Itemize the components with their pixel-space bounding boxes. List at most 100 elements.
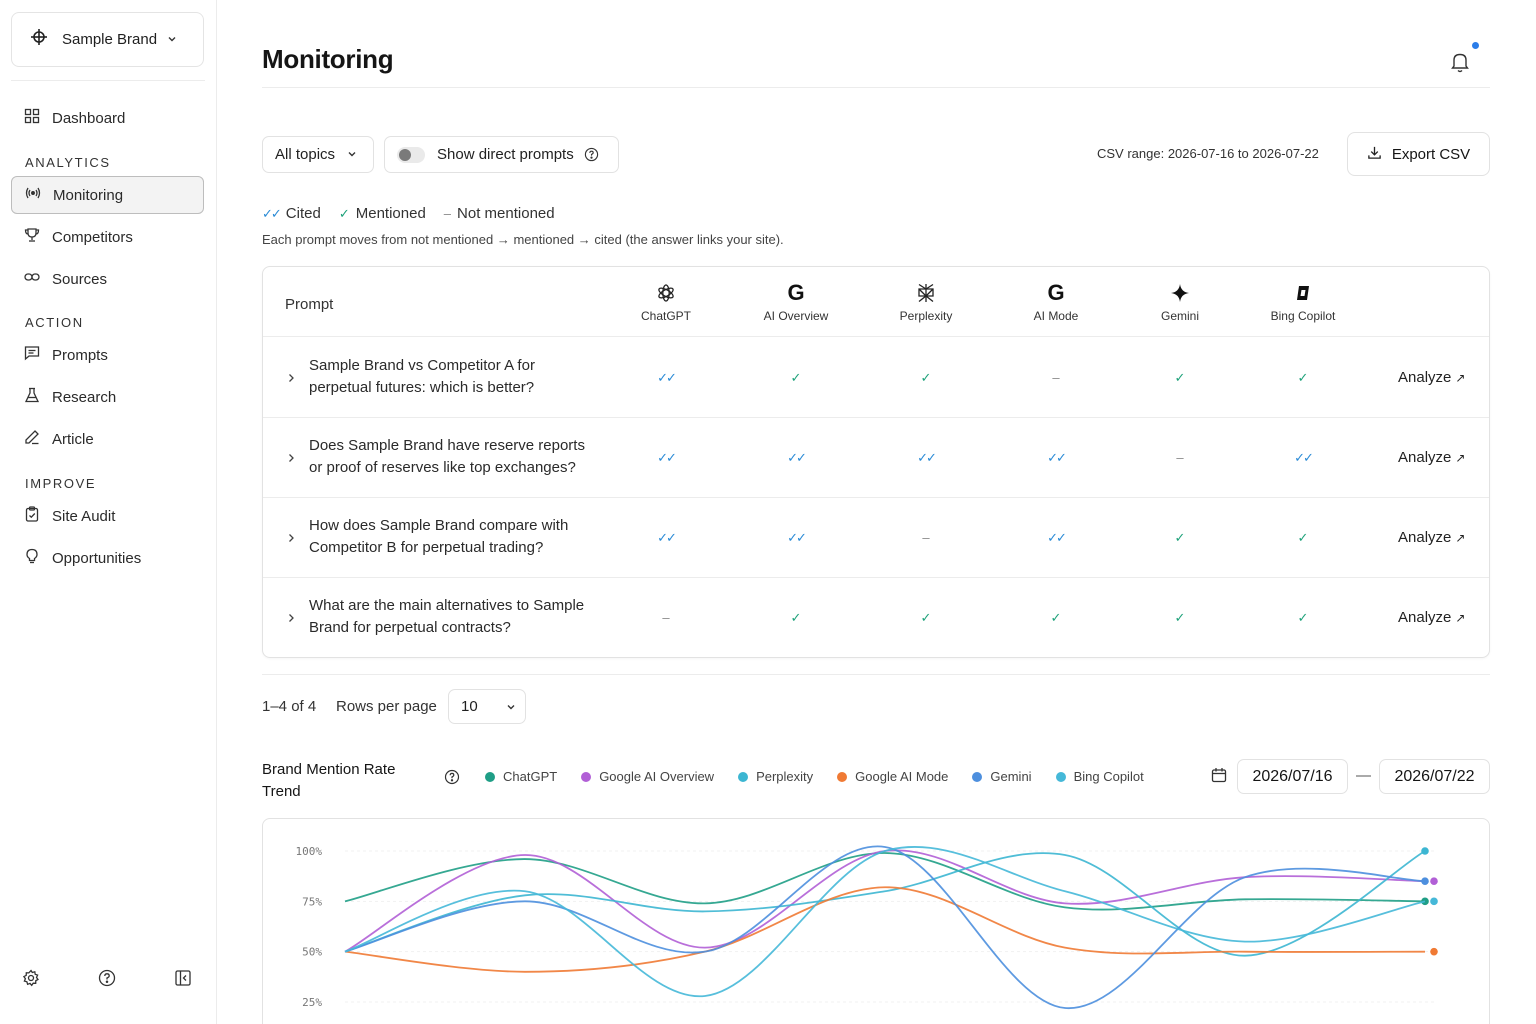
analyze-link[interactable]: Analyze ↗ (1398, 449, 1465, 466)
analyze-link[interactable]: Analyze ↗ (1398, 529, 1465, 546)
date-to-input[interactable]: 2026/07/22 (1379, 759, 1490, 794)
sidebar-item-label: Site Audit (52, 507, 116, 525)
perplexity-icon (871, 281, 981, 305)
prompt-text: Does Sample Brand have reserve reports or… (309, 435, 619, 479)
sidebar-item-competitors[interactable]: Competitors (11, 218, 204, 256)
table-row[interactable]: Does Sample Brand have reserve reports or… (263, 418, 1489, 498)
chevron-right-icon[interactable] (285, 451, 297, 463)
chevron-right-icon[interactable] (285, 611, 297, 623)
trophy-icon (24, 227, 40, 247)
direct-prompts-toggle[interactable]: Show direct prompts (384, 136, 619, 173)
sidebar: Sample Brand Dashboard ANALYTICS Monitor… (0, 0, 217, 1024)
sidebar-divider (11, 80, 205, 81)
status-legend: ✓✓ Cited ✓ Mentioned – Not mentioned (262, 205, 573, 222)
series-line-bing-copilot[interactable] (344, 846, 1426, 997)
sidebar-item-opportunities[interactable]: Opportunities (11, 539, 204, 577)
series-end-point[interactable] (1421, 877, 1429, 885)
engine-name: Gemini (1160, 309, 1199, 323)
table-header: Prompt ChatGPT G AI Overview Perplexity … (263, 267, 1489, 337)
sidebar-item-monitoring[interactable]: Monitoring (11, 176, 204, 214)
legend-mentioned-label: Mentioned (355, 205, 426, 222)
analyze-link[interactable]: Analyze ↗ (1398, 369, 1465, 386)
status-help-text: Each prompt moves from not mentioned → m… (262, 232, 784, 247)
series-end-point[interactable] (1421, 847, 1429, 855)
sidebar-item-dashboard[interactable]: Dashboard (11, 99, 204, 137)
legend-dot (738, 771, 749, 782)
collapse-sidebar-icon[interactable] (173, 966, 193, 990)
status-mentioned-icon: ✓ (790, 370, 802, 385)
analyze-link[interactable]: Analyze ↗ (1398, 609, 1465, 626)
series-line-perplexity[interactable] (344, 850, 1426, 957)
engine-name: ChatGPT (640, 309, 691, 323)
sidebar-item-label: Competitors (52, 228, 133, 246)
help-circle-icon[interactable] (97, 966, 117, 990)
sidebar-item-article[interactable]: Article (11, 420, 204, 458)
sidebar-item-label: Opportunities (52, 549, 142, 567)
help-circle-icon[interactable] (444, 769, 460, 790)
series-line-chatgpt[interactable] (344, 852, 1426, 911)
legend-cited-label: Cited (285, 205, 321, 222)
settings-icon[interactable] (21, 966, 41, 990)
legend-item[interactable]: Bing Copilot (1055, 769, 1144, 784)
prompt-text: What are the main alternatives to Sample… (309, 595, 619, 639)
chevron-right-icon[interactable] (285, 531, 297, 543)
series-end-point[interactable] (1430, 947, 1438, 956)
calendar-icon[interactable] (1211, 767, 1227, 788)
table-row[interactable]: What are the main alternatives to Sample… (263, 578, 1489, 658)
engine-name: Perplexity (899, 309, 953, 323)
analyze-label: Analyze (1398, 529, 1452, 546)
help-circle-icon[interactable] (584, 147, 599, 162)
legend-item[interactable]: Perplexity (738, 769, 813, 784)
series-end-point[interactable] (1430, 877, 1438, 885)
table-row[interactable]: Sample Brand vs Competitor A for perpetua… (263, 337, 1489, 418)
pen-icon (24, 429, 40, 449)
chevron-right-icon[interactable] (285, 371, 297, 383)
table-divider (262, 674, 1490, 675)
series-line-gemini[interactable] (344, 845, 1426, 1009)
link-icon (24, 269, 40, 289)
y-tick-label: 50% (302, 946, 322, 959)
date-from-input[interactable]: 2026/07/16 (1237, 759, 1348, 794)
message-icon (24, 345, 40, 365)
sidebar-item-label: Article (52, 430, 94, 448)
sidebar-item-research[interactable]: Research (11, 378, 204, 416)
sidebar-item-prompts[interactable]: Prompts (11, 336, 204, 374)
brand-switcher[interactable]: Sample Brand (11, 12, 204, 67)
export-csv-button[interactable]: Export CSV (1347, 132, 1490, 176)
table-row[interactable]: How does Sample Brand compare with Compet… (263, 498, 1489, 578)
sidebar-item-site-audit[interactable]: Site Audit (11, 497, 204, 535)
series-line-google-ai-mode[interactable] (344, 886, 1426, 973)
bell-icon[interactable] (1449, 50, 1471, 79)
engine-header-gemini: Gemini (1125, 281, 1235, 323)
status-cited-icon: ✓✓ (657, 450, 677, 465)
analyze-label: Analyze (1398, 449, 1452, 466)
toggle-switch[interactable] (397, 146, 425, 163)
export-csv-label: Export CSV (1391, 145, 1471, 163)
brand-name: Sample Brand (62, 31, 158, 48)
prompt-text-line: Brand for perpetual contracts? (309, 619, 511, 636)
status-not-mentioned-icon: – (1052, 370, 1060, 385)
legend-item[interactable]: Gemini (972, 769, 1032, 784)
legend-item[interactable]: Google AI Overview (581, 769, 714, 784)
series-end-point[interactable] (1430, 897, 1438, 906)
series-end-point[interactable] (1421, 897, 1429, 906)
topics-dropdown[interactable]: All topics (262, 136, 374, 173)
grid-icon (24, 108, 40, 128)
sidebar-item-sources[interactable]: Sources (11, 260, 204, 298)
legend-item[interactable]: ChatGPT (485, 769, 557, 784)
brand-logo-icon (30, 28, 48, 51)
rows-per-page-select[interactable]: 10 (448, 689, 526, 724)
status-cited-icon: ✓✓ (1047, 530, 1067, 545)
arrow-up-right-icon: ↗ (1455, 371, 1466, 385)
copilot-icon (1248, 281, 1358, 305)
notification-dot (1472, 42, 1479, 49)
prompt-text: Sample Brand vs Competitor A for perpetua… (309, 355, 619, 399)
legend-item[interactable]: Google AI Mode (837, 769, 948, 784)
date-range-separator: — (1356, 767, 1371, 784)
status-mentioned-icon: ✓ (790, 610, 802, 625)
y-tick-label: 25% (302, 996, 322, 1009)
sidebar-item-label: Dashboard (52, 109, 126, 127)
prompt-text-line: Does Sample Brand have reserve reports (309, 437, 585, 454)
trend-chart-svg: 100% 75% 50% 25% (296, 845, 1438, 1009)
status-cited-icon: ✓✓ (787, 530, 807, 545)
